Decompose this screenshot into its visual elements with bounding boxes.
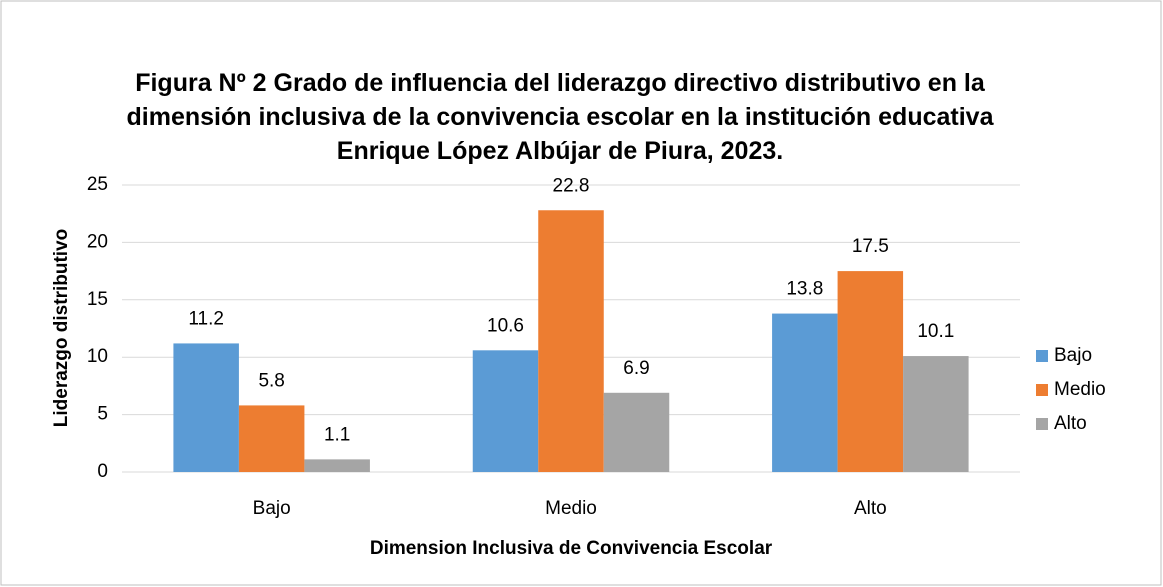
legend-label: Alto [1054, 413, 1087, 434]
y-tick-label: 5 [97, 404, 108, 425]
legend-label: Medio [1054, 379, 1106, 400]
data-label: 17.5 [852, 236, 889, 257]
y-tick-label: 20 [87, 231, 108, 252]
x-axis-label: Dimension Inclusiva de Convivencia Escol… [370, 538, 773, 559]
y-tick-label: 15 [87, 289, 108, 310]
data-label: 10.1 [917, 321, 954, 342]
bar [837, 271, 904, 472]
data-label: 10.6 [487, 315, 524, 336]
y-tick-label: 0 [97, 461, 108, 482]
legend-swatch [1036, 418, 1048, 430]
bar [903, 356, 969, 472]
data-label: 6.9 [623, 358, 649, 379]
bar [603, 392, 670, 472]
data-label: 22.8 [553, 175, 590, 196]
x-tick-label: Medio [545, 498, 597, 519]
legend-swatch [1036, 350, 1048, 362]
y-tick-label: 25 [87, 174, 108, 195]
bar [304, 459, 370, 472]
y-tick-label: 10 [87, 346, 108, 367]
x-tick-label: Alto [854, 498, 887, 519]
bar [772, 313, 838, 472]
x-tick-label: Bajo [253, 498, 291, 519]
data-label: 5.8 [258, 370, 284, 391]
bar [173, 343, 239, 472]
chart-title: Figura Nº 2 Grado de influencia del lide… [126, 69, 994, 165]
bar [538, 210, 604, 473]
legend-label: Bajo [1054, 345, 1092, 366]
data-label: 1.1 [324, 424, 350, 445]
y-axis-label: Liderazgo distributivo [51, 229, 72, 427]
legend-swatch [1036, 384, 1048, 396]
bar [472, 350, 539, 472]
bar [238, 405, 305, 472]
data-label: 11.2 [188, 308, 224, 329]
data-label: 13.8 [786, 279, 823, 300]
